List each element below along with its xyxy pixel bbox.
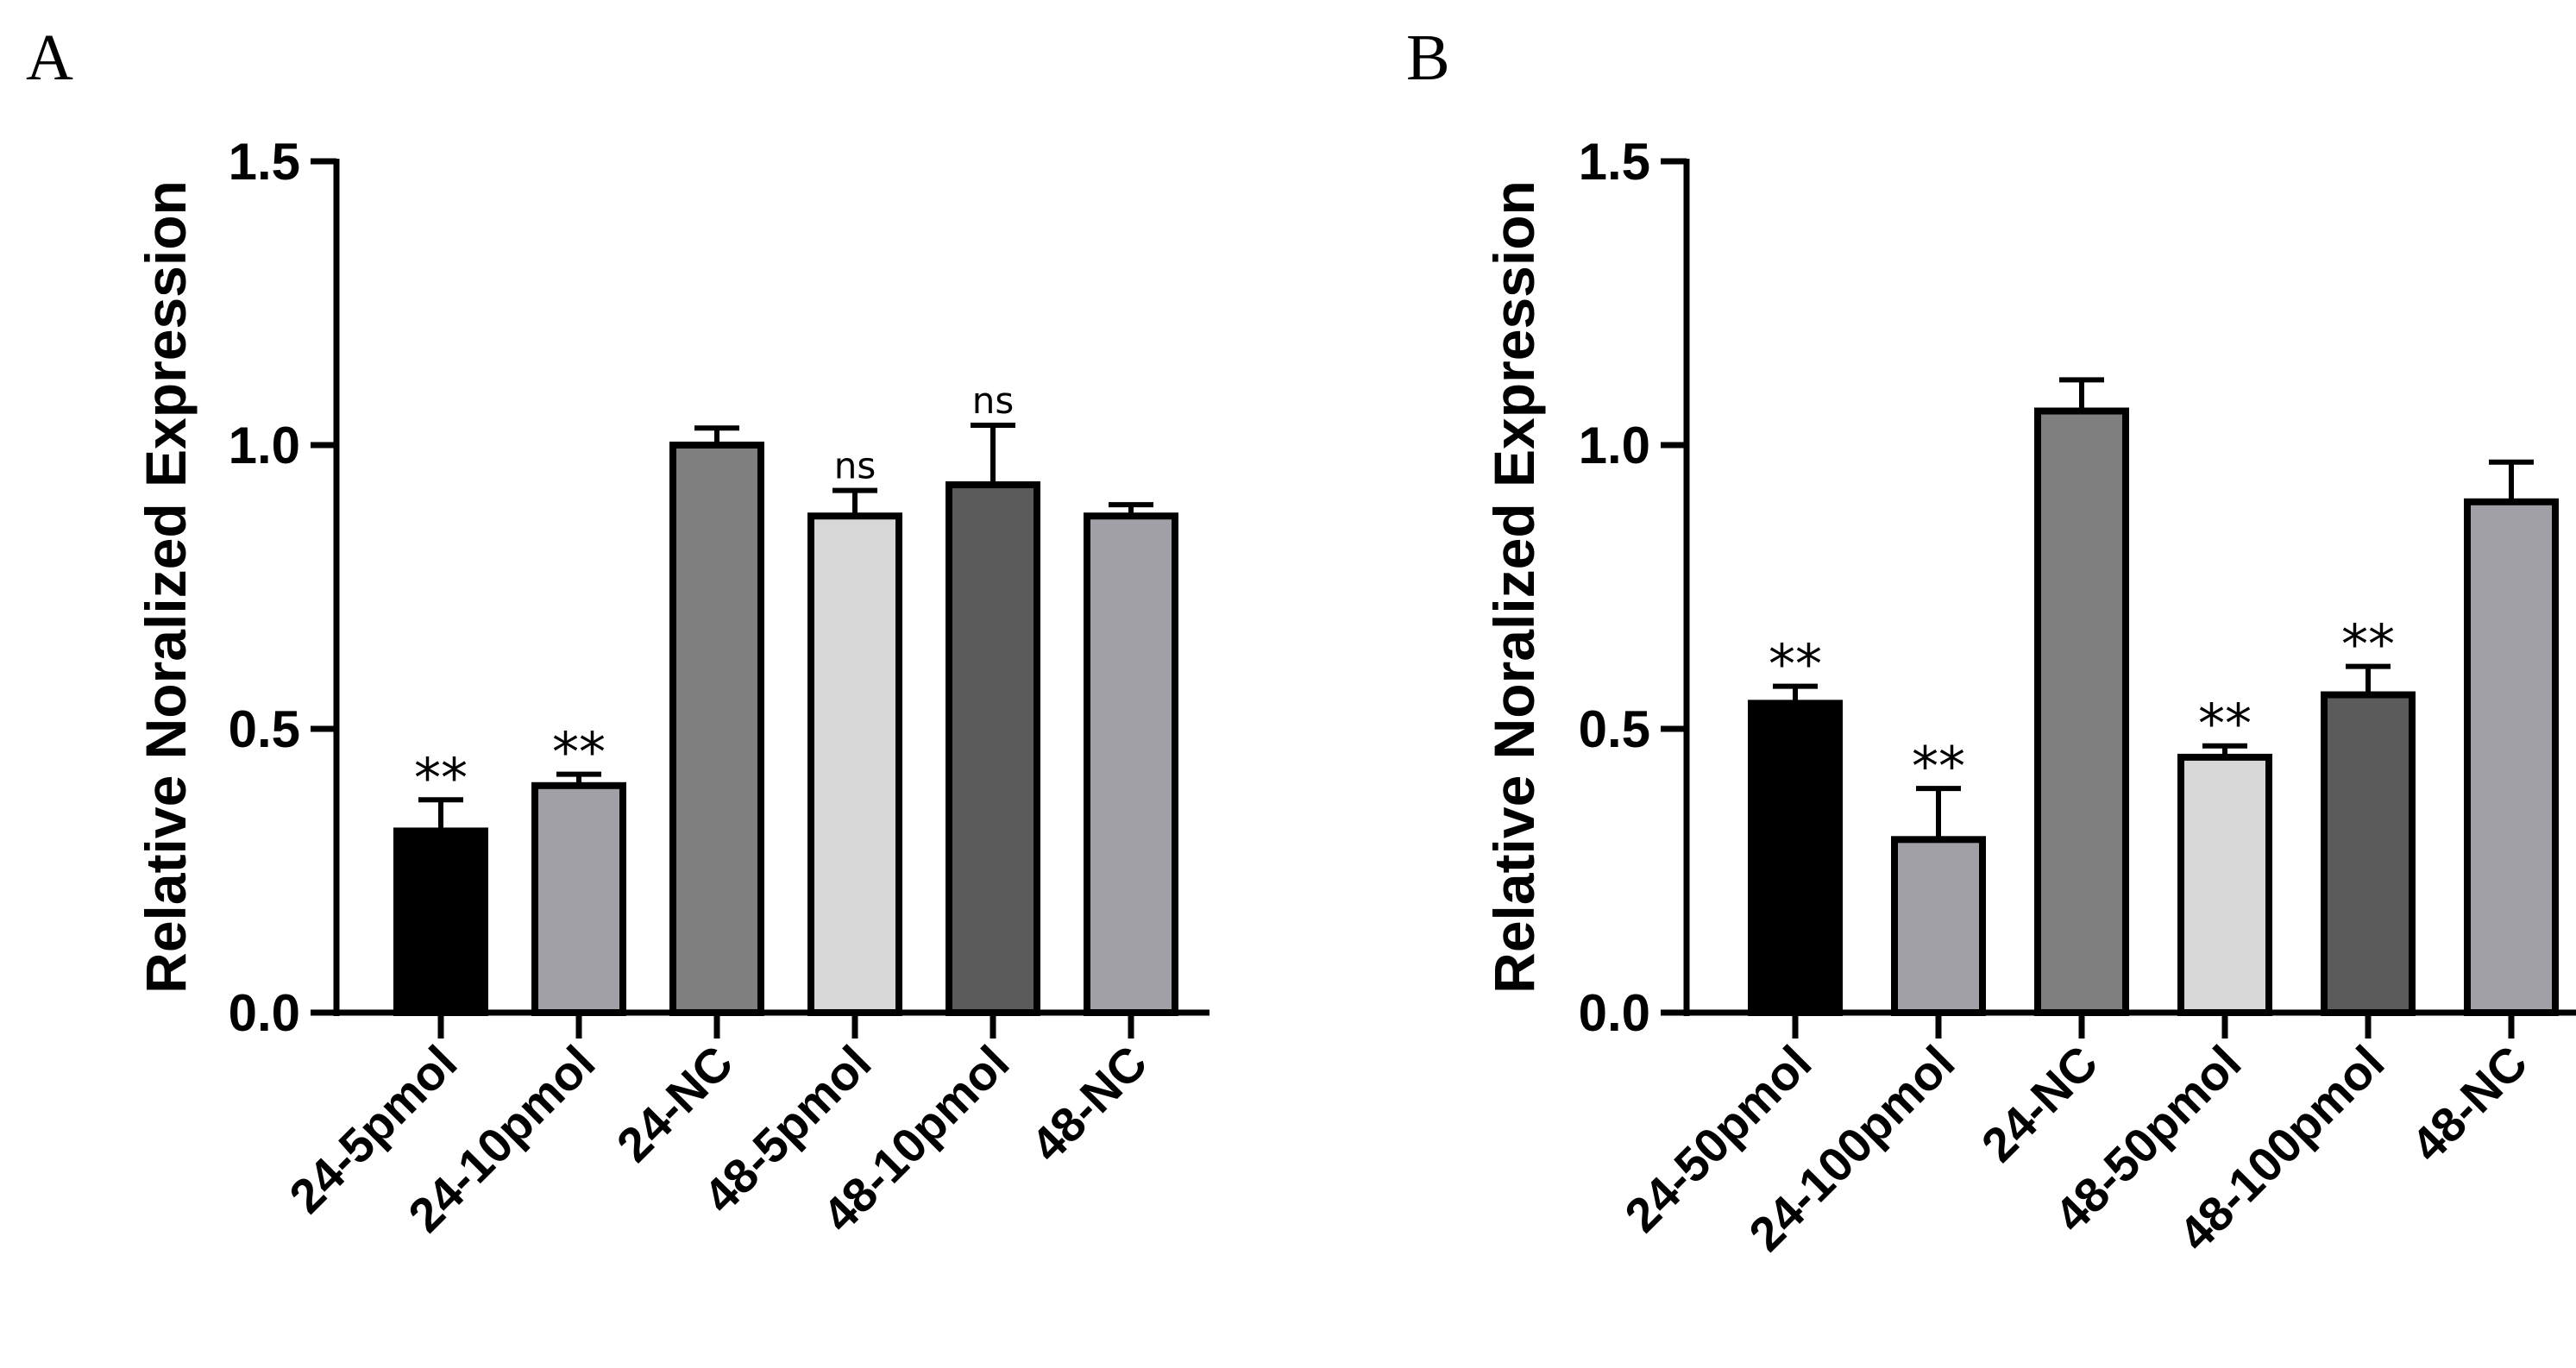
bar-24-5pmol <box>393 827 488 1016</box>
significance-marker: ** <box>552 721 606 784</box>
bar-48-5pmol <box>807 512 902 1016</box>
panel-b-chart: B Relative Noralized Expression 0.0 0.5 1.0 1… <box>1406 22 2576 1261</box>
y-tick-label: 1.5 <box>229 133 300 191</box>
y-tick-label: 1.5 <box>1579 133 1650 191</box>
bar-48-NC <box>1084 512 1178 1016</box>
bar-24-NC <box>2034 407 2129 1016</box>
significance-marker: ns <box>972 380 1015 422</box>
bar-24-50pmol <box>1748 700 1843 1016</box>
y-tick-label: 0.5 <box>1579 700 1650 758</box>
panel-letter: B <box>1406 22 1450 94</box>
x-category-label: 48-NC <box>1021 1035 1158 1172</box>
significance-marker: ** <box>1769 633 1822 696</box>
y-tick-label: 0.5 <box>229 700 300 758</box>
panel-a-chart: A Relative Noralized Expression 0.0 0.5 1.0 1… <box>26 22 1209 1242</box>
x-category-label: 24-NC <box>606 1035 744 1172</box>
y-tick-label: 1.0 <box>229 417 300 474</box>
y-tick-label: 0.0 <box>229 984 300 1042</box>
x-category-label: 48-NC <box>2401 1035 2538 1172</box>
bar-48-NC <box>2464 498 2559 1016</box>
bar-48-100pmol <box>2321 691 2416 1017</box>
y-axis-label: Relative Noralized Expression <box>134 180 198 994</box>
bar-48-10pmol <box>946 481 1040 1016</box>
y-tick-label: 0.0 <box>1579 984 1650 1042</box>
significance-marker: ** <box>414 746 468 809</box>
bar-48-50pmol <box>2177 753 2272 1017</box>
y-tick-label: 1.0 <box>1579 417 1650 474</box>
x-category-label: 24-NC <box>1971 1035 2108 1172</box>
significance-marker: ** <box>1912 735 1965 798</box>
bar-24-10pmol <box>531 781 626 1016</box>
significance-marker: ns <box>834 445 876 487</box>
panel-letter: A <box>26 22 73 94</box>
y-axis-label: Relative Noralized Expression <box>1482 180 1546 994</box>
bar-24-NC <box>669 442 764 1016</box>
significance-marker: ** <box>2198 693 2252 756</box>
significance-marker: ** <box>2341 613 2395 676</box>
bar-24-100pmol <box>1891 836 1986 1016</box>
